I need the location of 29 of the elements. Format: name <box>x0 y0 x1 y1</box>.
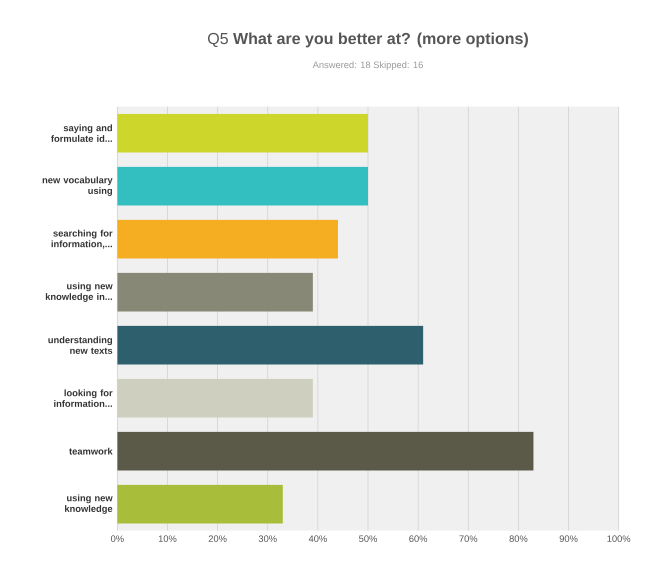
x-tick-label: 100% <box>607 535 630 542</box>
bar <box>117 326 424 365</box>
x-tick-label: 30% <box>258 535 277 542</box>
x-tick-label: 80% <box>509 535 528 542</box>
bar <box>117 432 534 471</box>
x-tick-label: 20% <box>208 535 227 542</box>
bar <box>117 220 338 259</box>
y-tick-label: understanding new texts <box>48 336 112 354</box>
y-tick-label: using new knowledge <box>65 494 113 514</box>
y-tick-label: searching for information,... <box>52 230 112 249</box>
y-tick-label: using new knowledge in... <box>46 282 113 302</box>
chart-subtitle: Answered: 18 Skipped: 16 <box>312 61 423 70</box>
x-tick-label: 40% <box>308 535 327 542</box>
x-tick-label: 50% <box>359 535 378 542</box>
y-tick-label: saying and formulate id... <box>51 124 112 142</box>
bar <box>117 378 313 418</box>
bar <box>117 166 368 206</box>
bar <box>117 484 283 524</box>
bar <box>117 272 313 312</box>
x-tick-label: 60% <box>409 535 428 542</box>
bar <box>117 114 368 153</box>
y-tick-label: new vocabulary using <box>42 176 113 196</box>
x-tick-label: 70% <box>459 535 478 542</box>
x-tick-label: 10% <box>158 535 176 542</box>
chart-title: Q5 What are you better at? (more options) <box>208 32 528 48</box>
y-tick-label: teamwork <box>69 448 113 455</box>
x-tick-label: 90% <box>560 535 578 542</box>
x-tick-label: 0% <box>110 535 124 542</box>
y-tick-label: looking for information... <box>54 389 112 407</box>
